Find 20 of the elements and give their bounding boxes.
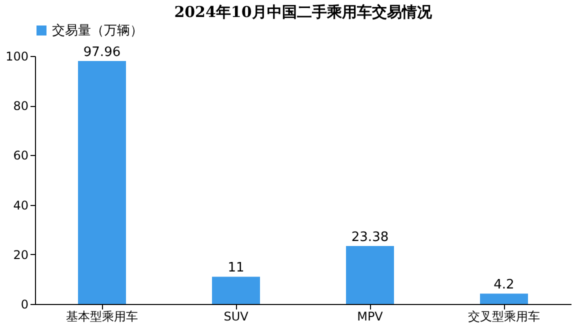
- bar: [78, 61, 126, 304]
- data-label: 97.96: [83, 45, 121, 60]
- bar: [212, 276, 260, 304]
- y-tick-label: 0: [20, 298, 28, 312]
- data-label: 4.2: [494, 278, 514, 293]
- x-tick-label: 基本型乘用车: [66, 310, 138, 324]
- chart-title: 2024年10月中国二手乘用车交易情况: [174, 3, 433, 21]
- y-tick-label: 80: [13, 99, 28, 114]
- bar: [480, 294, 528, 304]
- data-label: 23.38: [351, 230, 389, 246]
- x-tick-label: MPV: [357, 310, 384, 324]
- y-tick-label: 60: [13, 148, 28, 163]
- x-tick-label: 交叉型乘用车: [468, 310, 540, 324]
- data-label: 11: [228, 260, 244, 276]
- legend-label: 交易量（万辆）: [52, 22, 143, 38]
- y-tick-label: 40: [13, 198, 28, 212]
- x-tick-label: SUV: [224, 310, 250, 324]
- y-tick-label: 100: [6, 50, 28, 64]
- y-tick-label: 20: [13, 248, 28, 262]
- bar: [346, 246, 394, 304]
